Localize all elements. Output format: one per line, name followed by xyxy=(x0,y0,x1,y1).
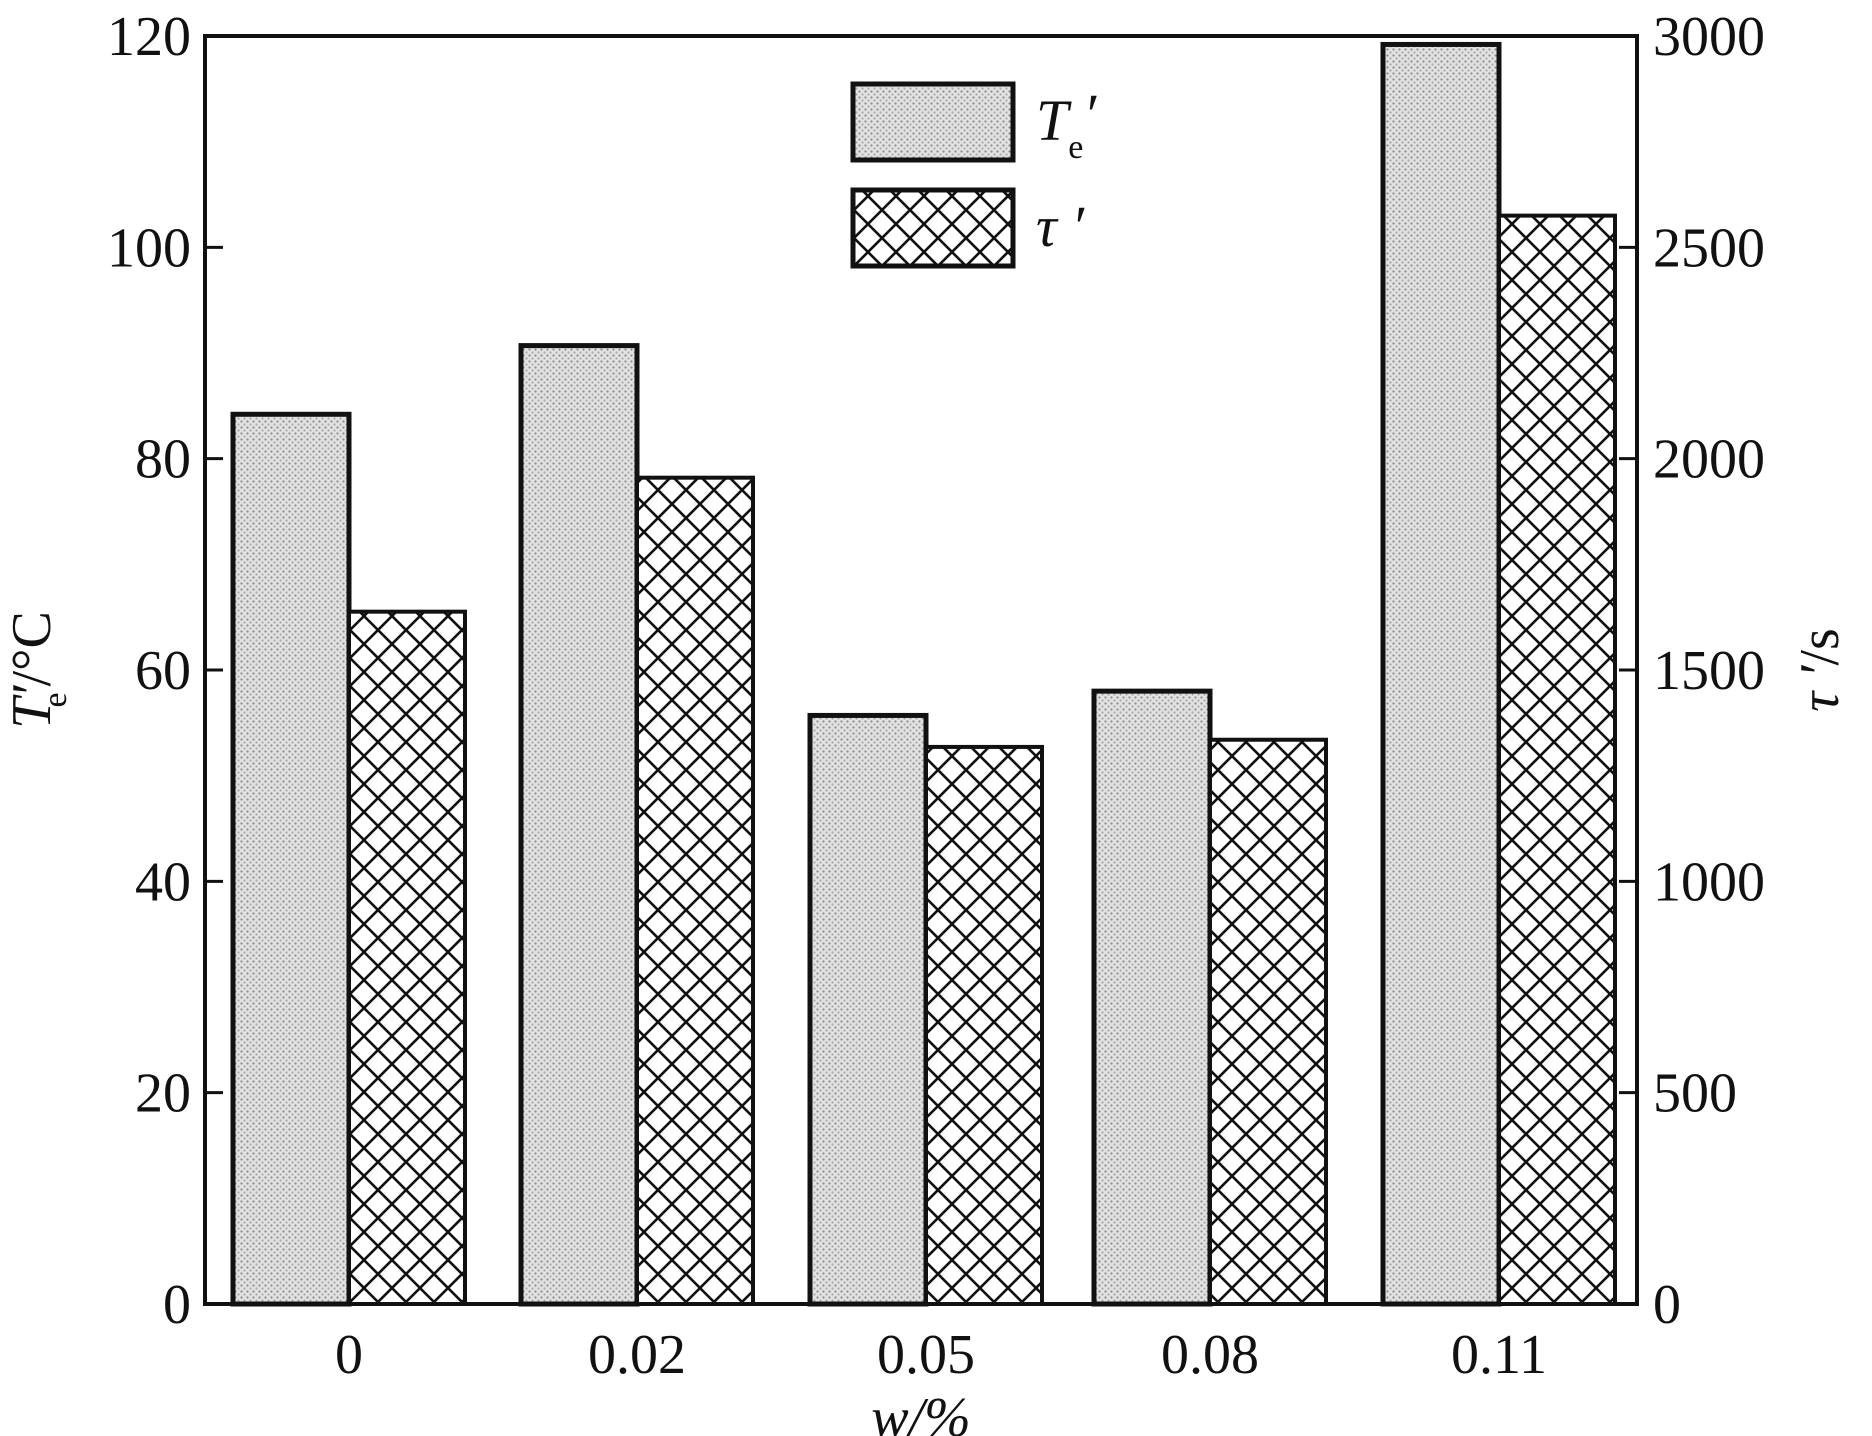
legend-label-tau-prime: ′ xyxy=(1057,194,1086,259)
left-tick-label: 60 xyxy=(135,640,191,702)
bar-te-0 xyxy=(230,411,352,1307)
right-tick-label: 1500 xyxy=(1653,640,1765,702)
x-tick-label: 0.02 xyxy=(588,1324,686,1386)
legend-label-te-main: T xyxy=(1036,88,1072,153)
legend-label-tau: τ ′ xyxy=(1036,194,1085,259)
left-axis-title-subscript: e xyxy=(37,692,74,707)
x-axis-tick-labels: 0 0.02 0.05 0.08 0.11 xyxy=(335,1324,1547,1386)
bar-te-0.05 xyxy=(807,712,929,1307)
bar-te-0.11 xyxy=(1380,41,1502,1307)
x-tick-label: 0.05 xyxy=(877,1324,975,1386)
left-tick-label: 20 xyxy=(135,1063,191,1125)
x-axis-title-text: w/% xyxy=(871,1387,971,1436)
right-tick-label: 2500 xyxy=(1653,217,1765,279)
left-axis-ticks: 0 20 40 60 80 100 120 xyxy=(107,6,223,1336)
legend-label-te-sub: e xyxy=(1068,129,1083,166)
right-tick-label: 0 xyxy=(1653,1274,1681,1336)
left-tick-label: 100 xyxy=(107,217,191,279)
left-tick-label: 80 xyxy=(135,429,191,491)
legend-label-te: Te′ xyxy=(1036,82,1097,166)
bar-te-0.02 xyxy=(518,343,640,1307)
legend-swatch-tau xyxy=(850,187,1016,269)
left-axis-title-unit: /°C xyxy=(1,611,63,686)
bar-tau-0 xyxy=(347,609,467,1306)
x-axis-title: w/% xyxy=(871,1387,971,1436)
right-axis-title-prime: ′ xyxy=(1789,665,1851,692)
left-tick-label: 40 xyxy=(135,851,191,913)
bars-group xyxy=(230,41,1617,1307)
x-tick-label: 0 xyxy=(335,1324,363,1386)
bar-tau-0.05 xyxy=(924,744,1044,1306)
bar-tau-0.08 xyxy=(1208,737,1328,1306)
legend: Te′ τ ′ xyxy=(850,81,1097,269)
bar-tau-0.11 xyxy=(1497,213,1617,1307)
x-tick-label: 0.11 xyxy=(1451,1324,1547,1386)
left-axis-title: T′e /°C xyxy=(1,611,74,729)
right-tick-label: 3000 xyxy=(1653,6,1765,68)
left-tick-label: 0 xyxy=(163,1274,191,1336)
left-axis-title-prime: ′ xyxy=(1,685,63,698)
left-axis-title-symbol: T xyxy=(1,694,63,729)
right-tick-label: 1000 xyxy=(1653,851,1765,913)
x-tick-label: 0.08 xyxy=(1161,1324,1259,1386)
right-tick-label: 2000 xyxy=(1653,429,1765,491)
legend-label-tau-main: τ xyxy=(1036,194,1059,259)
bar-tau-0.02 xyxy=(635,475,755,1307)
bar-te-0.08 xyxy=(1091,688,1213,1307)
right-tick-label: 500 xyxy=(1653,1063,1737,1125)
right-axis-title: τ ′/s xyxy=(1789,628,1851,712)
right-axis-ticks: 0 500 1000 1500 2000 2500 3000 xyxy=(1619,6,1765,1336)
legend-swatch-te xyxy=(850,81,1016,163)
left-tick-label: 120 xyxy=(107,6,191,68)
right-axis-title-unit: /s xyxy=(1789,628,1851,665)
legend-label-te-prime: ′ xyxy=(1083,82,1097,147)
right-axis-title-symbol: τ xyxy=(1789,690,1851,712)
